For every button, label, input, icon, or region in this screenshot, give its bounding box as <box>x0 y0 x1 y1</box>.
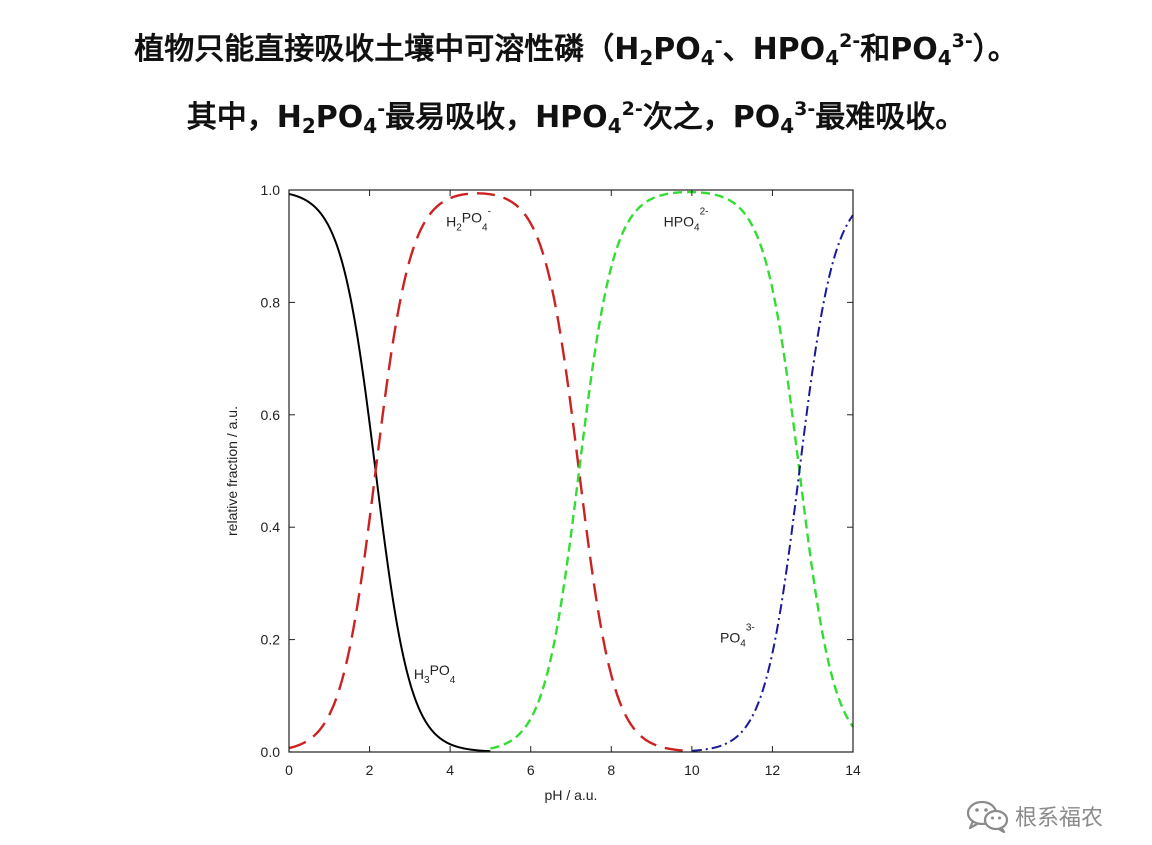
headline-2-text-3: 最难吸收。 <box>815 100 966 135</box>
x-tick-label: 10 <box>684 762 700 778</box>
x-tick-label: 6 <box>527 762 535 778</box>
series-label-3: PO43- <box>720 622 755 649</box>
y-tick-label: 0.0 <box>261 744 281 760</box>
series-label-1: H2PO4- <box>446 207 491 234</box>
series-line-1 <box>288 192 692 753</box>
x-tick-label: 8 <box>607 762 615 778</box>
x-tick-label: 4 <box>446 762 454 778</box>
watermark: 根系福农 <box>965 796 1103 836</box>
y-axis-title: relative fraction / a.u. <box>224 406 240 536</box>
series-line-2 <box>490 190 854 750</box>
headline-1-species-h2po4: H2PO4- <box>614 30 723 70</box>
x-axis-title: pH / a.u. <box>545 787 598 803</box>
y-tick-label: 0.8 <box>261 294 281 310</box>
wechat-icon <box>965 799 1009 833</box>
headline-2-text-1: 最易吸收， <box>385 100 536 135</box>
watermark-text: 根系福农 <box>1015 806 1104 831</box>
y-tick-label: 0.6 <box>261 407 281 423</box>
x-tick-label: 12 <box>765 762 781 778</box>
headline-2-species-h2po4: H2PO4- <box>276 98 386 138</box>
headline-line-1: 植物只能直接吸收土壤中可溶性磷（H2PO4-、HPO42-和PO43-）。 <box>0 24 1152 70</box>
headline-1-conjunction: 和 <box>860 32 891 67</box>
series-label-0: H3PO4 <box>414 662 456 686</box>
axis-ticks: 0 2 4 6 8 10 12 14 0.0 0.2 0.4 0.6 0.8 1.0 <box>261 182 861 778</box>
headline-1-prefix: 植物只能直接吸收土壤中可溶性磷（ <box>134 32 615 67</box>
x-tick-label: 2 <box>366 762 374 778</box>
y-tick-label: 0.4 <box>261 519 281 535</box>
headline-1-separator: 、 <box>722 32 753 67</box>
headline-2-species-hpo4: HPO42- <box>535 98 643 138</box>
curve-labels: H3PO4 H2PO4- HPO42- PO43- <box>414 207 755 686</box>
y-tick-label: 1.0 <box>261 182 281 198</box>
x-tick-label: 14 <box>845 762 861 778</box>
headline-2-prefix: 其中， <box>186 100 277 135</box>
plot-frame <box>288 189 854 753</box>
x-tick-label: 0 <box>285 762 293 778</box>
y-tick-label: 0.2 <box>261 632 281 648</box>
series-line-3 <box>691 214 854 752</box>
headline-1-species-po4: PO43- <box>890 30 973 70</box>
curves-layer <box>288 190 854 753</box>
headline-2-species-po4: PO43- <box>732 98 816 138</box>
headline-line-2: 其中，H2PO4-最易吸收，HPO42-次之，PO43-最难吸收。 <box>0 92 1152 138</box>
headline-1-suffix: ）。 <box>972 32 1018 67</box>
series-label-2: HPO42- <box>664 207 709 234</box>
series-line-0 <box>288 192 491 753</box>
headline-2-text-2: 次之， <box>642 100 733 135</box>
headline-1-species-hpo4: HPO42- <box>752 30 861 70</box>
